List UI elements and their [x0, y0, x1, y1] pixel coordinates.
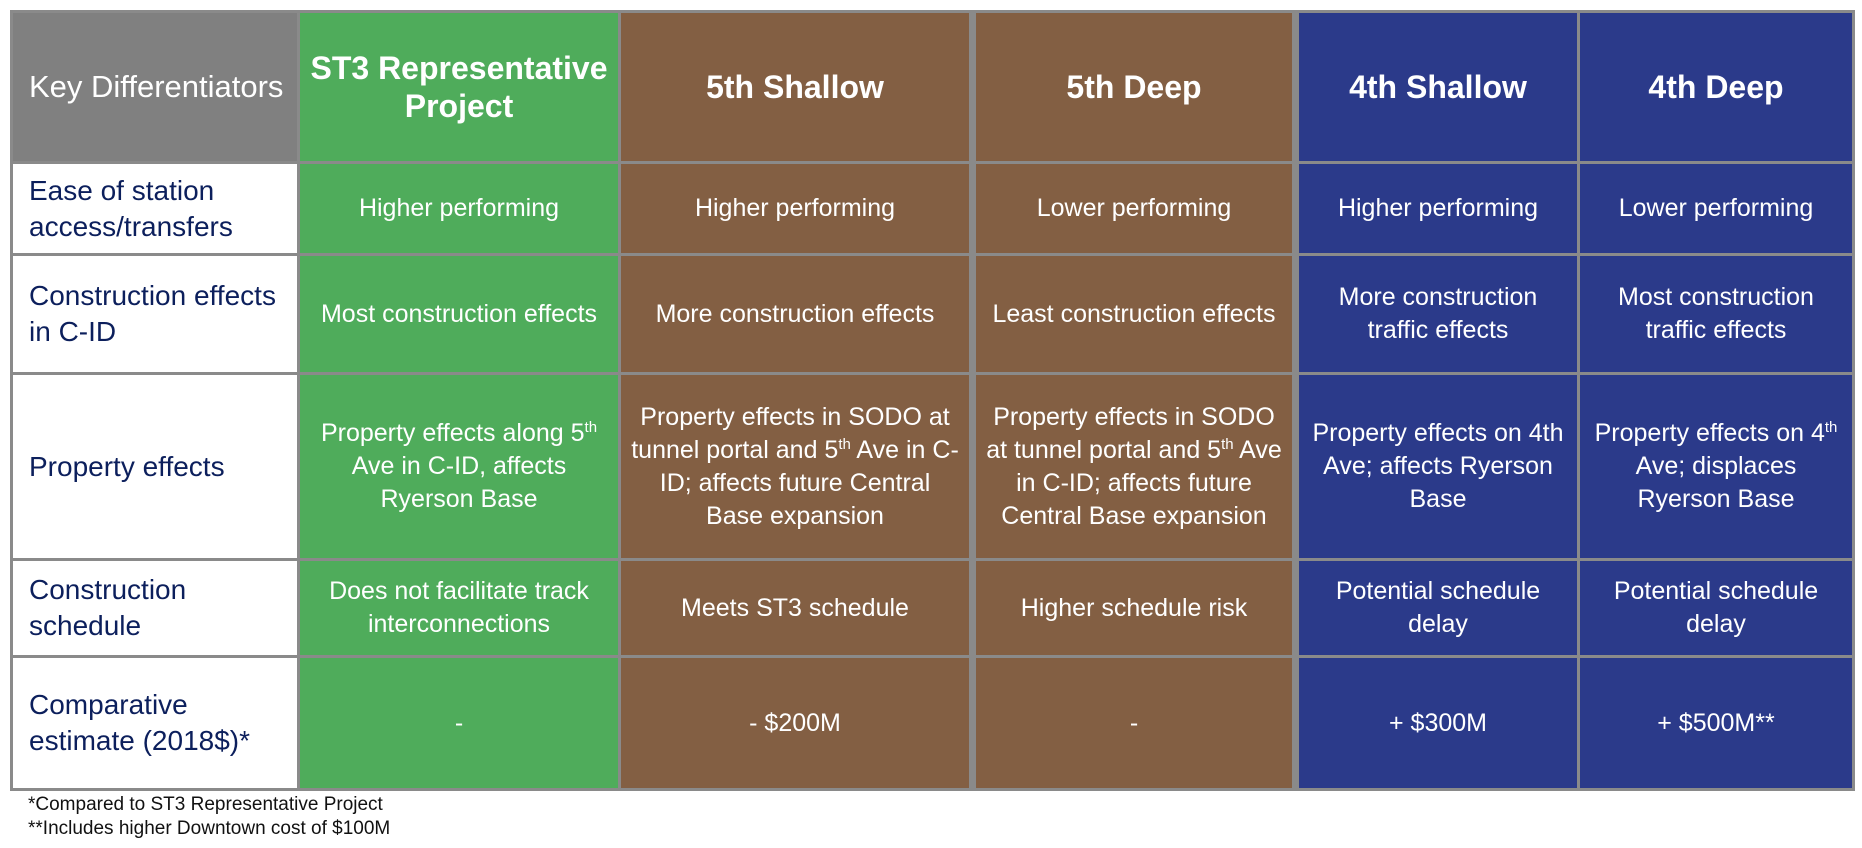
cell-text: Property effects in SODO at tunnel porta… — [631, 402, 950, 464]
table-cell: + $300M — [1292, 655, 1580, 791]
cell-text: - $200M — [749, 708, 841, 737]
table-row: Construction effects in C-ID Most constru… — [10, 253, 1855, 375]
superscript: th — [838, 435, 851, 453]
cell-text: Lower performing — [1618, 194, 1814, 222]
cell-text: Least construction effects — [992, 299, 1276, 328]
footnote-2: **Includes higher Downtown cost of $100M — [28, 818, 391, 839]
footnote-1: *Compared to ST3 Representative Project — [28, 794, 383, 815]
table-cell: - — [297, 655, 621, 791]
table-cell: Property effects along 5th Ave in C-ID, … — [297, 372, 621, 561]
cell-text: Most construction effects — [320, 299, 598, 328]
table-cell: Higher schedule risk — [969, 558, 1297, 658]
cell-text: Higher performing — [1337, 194, 1539, 222]
table-cell: - — [969, 655, 1297, 791]
row-label: Comparative estimate (2018$)* — [10, 655, 300, 791]
table-cell: Higher performing — [618, 161, 974, 256]
table-row: Property effects Property effects along 5… — [10, 372, 1855, 561]
cell-text: - — [1129, 708, 1139, 737]
cell-text: Higher performing — [694, 194, 896, 222]
table-cell: Property effects on 4th Ave; displaces R… — [1577, 372, 1855, 561]
cell-text: + $300M — [1389, 708, 1487, 737]
table-cell: - $200M — [618, 655, 974, 791]
table-row: Comparative estimate (2018$)* - - $200M - + … — [10, 655, 1855, 791]
option-header-4th-deep: 4th Deep — [1577, 10, 1855, 164]
cell-text: Lower performing — [1036, 194, 1232, 222]
cell-text: Property effects on 4th Ave; affects Rye… — [1312, 419, 1564, 513]
table-cell: More construction traffic effects — [1292, 253, 1580, 375]
cell-text: Ave in C-ID; affects future Central Base… — [659, 435, 959, 530]
cell-text: + $500M** — [1657, 708, 1775, 737]
superscript: th — [584, 419, 598, 436]
option-header-5th-shallow: 5th Shallow — [618, 10, 974, 164]
header-row: Key Differentiators ST3 Representative P… — [10, 10, 1855, 164]
cell-text: Ave in C-ID; affects future Central Base… — [1001, 435, 1282, 530]
row-label: Property effects — [10, 372, 300, 561]
table-row: Construction schedule Does not facilitate… — [10, 558, 1855, 658]
cell-text: Potential schedule delay — [1613, 577, 1819, 638]
table-cell: Least construction effects — [969, 253, 1297, 375]
table-row: Ease of station access/transfers Higher p… — [10, 161, 1855, 256]
cell-text: More construction traffic effects — [1338, 283, 1538, 344]
option-header-5th-deep: 5th Deep — [969, 10, 1297, 164]
table-cell: Lower performing — [969, 161, 1297, 256]
cell-text: Potential schedule delay — [1335, 577, 1541, 638]
key-differentiators-header: Key Differentiators — [10, 10, 300, 164]
superscript: th — [1824, 419, 1838, 436]
table-cell: Most construction effects — [297, 253, 621, 375]
table-cell: Higher performing — [297, 161, 621, 256]
table-cell: Property effects in SODO at tunnel porta… — [969, 372, 1297, 561]
row-label: Construction effects in C-ID — [10, 253, 300, 375]
cell-text: Ave; displaces Ryerson Base — [1635, 452, 1797, 513]
cell-text: Most construction traffic effects — [1618, 283, 1814, 344]
table-cell: + $500M** — [1577, 655, 1855, 791]
table-cell: Property effects on 4th Ave; affects Rye… — [1292, 372, 1580, 561]
table-cell: Lower performing — [1577, 161, 1855, 256]
option-header-4th-shallow: 4th Shallow — [1292, 10, 1580, 164]
cell-text: Higher schedule risk — [1020, 593, 1248, 622]
cell-text: - — [454, 708, 464, 737]
table-cell: Most construction traffic effects — [1577, 253, 1855, 375]
table-cell: Higher performing — [1292, 161, 1580, 256]
cell-text: More construction effects — [655, 299, 935, 328]
cell-text: Property effects on 4 — [1594, 419, 1825, 447]
superscript: th — [1221, 435, 1234, 453]
table-cell: Potential schedule delay — [1577, 558, 1855, 658]
table-cell: Potential schedule delay — [1292, 558, 1580, 658]
cell-text: Property effects in SODO at tunnel porta… — [986, 402, 1275, 464]
table-cell: More construction effects — [618, 253, 974, 375]
row-label: Ease of station access/transfers — [10, 161, 300, 256]
table-cell: Meets ST3 schedule — [618, 558, 974, 658]
cell-text: Property effects along 5 — [320, 419, 585, 447]
comparison-table: Key Differentiators ST3 Representative P… — [10, 10, 1855, 791]
table-cell: Does not facilitate track interconnectio… — [297, 558, 621, 658]
cell-text: Higher performing — [358, 194, 560, 222]
cell-text: Does not facilitate track interconnectio… — [329, 577, 589, 638]
option-header-st3: ST3 Representative Project — [297, 10, 621, 164]
cell-text: Ave in C-ID, affects Ryerson Base — [351, 452, 567, 513]
table-cell: Property effects in SODO at tunnel porta… — [618, 372, 974, 561]
row-label: Construction schedule — [10, 558, 300, 658]
cell-text: Meets ST3 schedule — [681, 593, 909, 622]
